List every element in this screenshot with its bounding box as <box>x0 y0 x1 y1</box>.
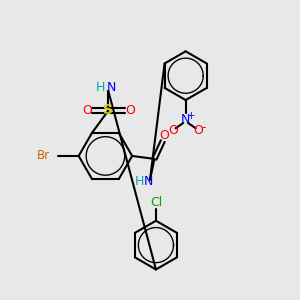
Text: O: O <box>168 124 178 137</box>
Text: N: N <box>107 81 116 94</box>
Text: Cl: Cl <box>150 196 162 209</box>
Text: N: N <box>181 113 190 126</box>
Text: +: + <box>187 111 195 122</box>
Text: O: O <box>193 124 203 137</box>
Text: N: N <box>144 175 153 188</box>
Text: S: S <box>103 103 113 118</box>
Text: H: H <box>135 175 144 188</box>
Text: Br: Br <box>37 149 50 162</box>
Text: O: O <box>125 104 135 117</box>
Text: H: H <box>95 81 105 94</box>
Text: O: O <box>82 104 92 117</box>
Text: O: O <box>159 129 169 142</box>
Text: -: - <box>202 121 206 134</box>
